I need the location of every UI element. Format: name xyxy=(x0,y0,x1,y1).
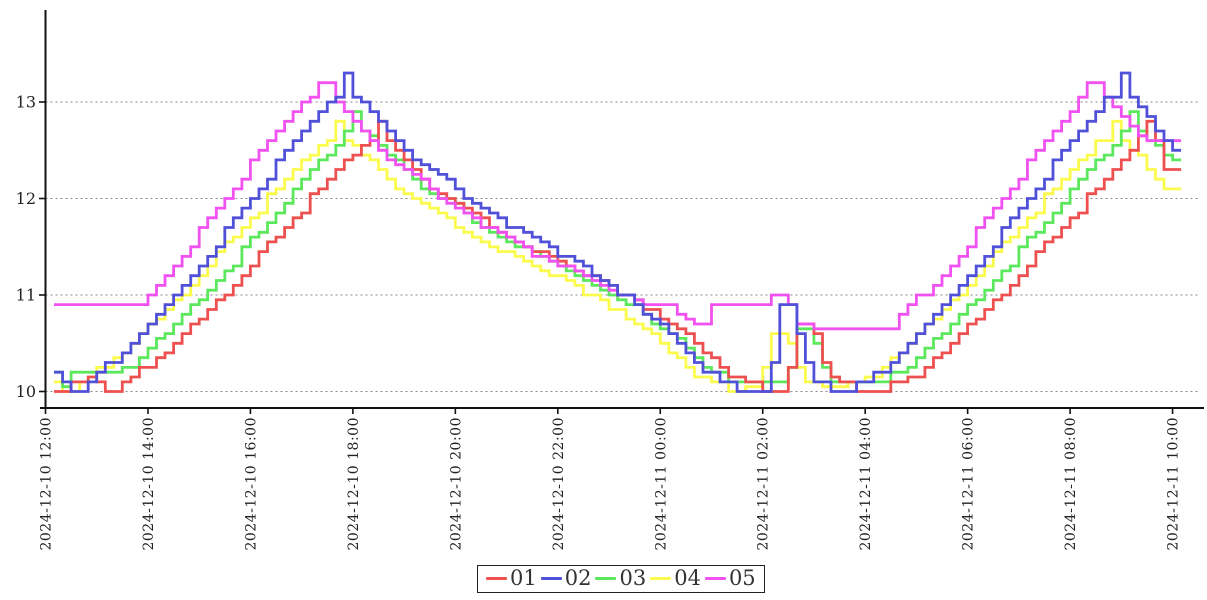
y-tick-label-13: 13 xyxy=(16,93,36,112)
legend-label-04: 04 xyxy=(674,566,701,590)
x-tick-label-6: 2024-12-11 00:00 xyxy=(653,417,669,551)
legend-swatch-04 xyxy=(650,576,672,581)
legend-swatch-05 xyxy=(704,576,726,581)
x-tick-label-3: 2024-12-10 18:00 xyxy=(346,417,362,551)
y-tick-label-10: 10 xyxy=(16,382,36,401)
legend-label-01: 01 xyxy=(510,566,537,590)
legend-item-04: 04 xyxy=(650,568,701,589)
legend-item-03: 03 xyxy=(595,568,646,589)
series-line-02 xyxy=(54,71,1182,393)
legend-item-01: 01 xyxy=(486,568,537,589)
y-tick-label-12: 12 xyxy=(16,189,36,208)
x-tick-label-4: 2024-12-10 20:00 xyxy=(448,417,464,551)
x-tick-label-9: 2024-12-11 06:00 xyxy=(961,417,977,551)
legend-swatch-03 xyxy=(595,576,617,581)
y-tick-label-11: 11 xyxy=(16,286,36,305)
legend-label-02: 02 xyxy=(564,566,592,590)
series-line-01 xyxy=(54,119,1182,393)
x-tick-label-10: 2024-12-11 08:00 xyxy=(1063,417,1079,551)
legend-box: 01 02 03 04 05 xyxy=(477,565,765,593)
legend-label-03: 03 xyxy=(619,566,647,590)
x-tick-label-7: 2024-12-11 02:00 xyxy=(756,417,772,551)
series-line-03 xyxy=(54,110,1182,389)
series-line-04 xyxy=(54,119,1182,393)
legend-item-02: 02 xyxy=(540,566,592,590)
legend-swatch-02 xyxy=(540,576,562,581)
x-tick-label-0: 2024-12-10 12:00 xyxy=(39,417,55,551)
x-tick-label-8: 2024-12-11 04:00 xyxy=(858,417,874,551)
x-tick-label-2: 2024-12-10 16:00 xyxy=(243,417,259,551)
legend-item-05: 05 xyxy=(704,566,756,590)
legend-label-05: 05 xyxy=(728,566,756,590)
legend-swatch-01 xyxy=(486,576,507,581)
x-tick-label-11: 2024-12-11 10:00 xyxy=(1166,417,1182,551)
x-tick-label-5: 2024-12-10 22:00 xyxy=(551,417,567,551)
x-tick-label-1: 2024-12-10 14:00 xyxy=(141,417,157,551)
